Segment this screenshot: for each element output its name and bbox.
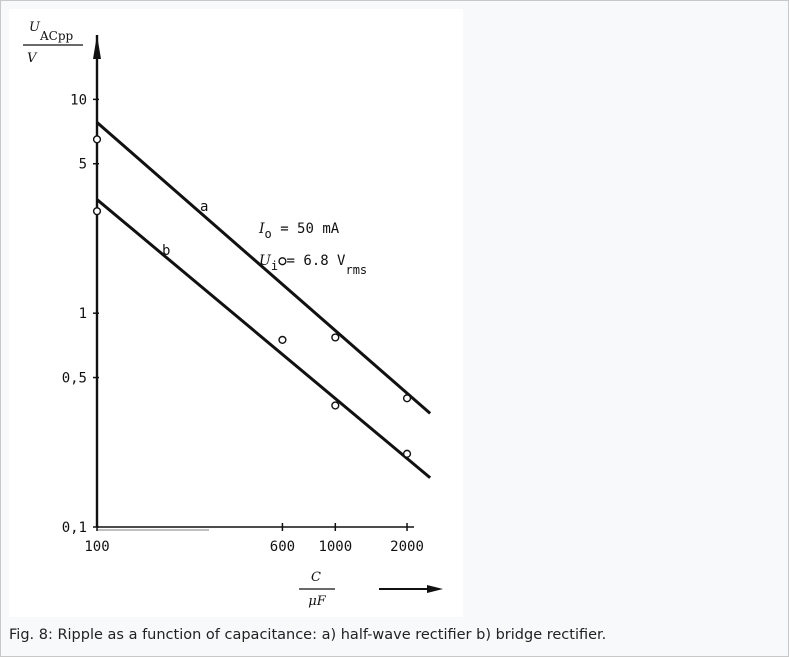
series-b-label: b — [162, 243, 170, 259]
series-a-point — [92, 135, 102, 144]
x-arrow-head — [427, 585, 443, 593]
x-tick-label: 600 — [270, 539, 295, 555]
series-b-line — [96, 198, 432, 479]
ripple-chart: 0,1 0,5 1 5 10 100 600 1000 2000 UACpp V CμF a b Io = … — [23, 20, 443, 609]
x-tick-label: 2000 — [390, 539, 424, 555]
y-tick-label: 0,1 — [62, 520, 87, 536]
series-a-point — [331, 333, 340, 342]
y-tick-label: 5 — [79, 157, 87, 173]
annotation-ui: Ui = 6.8 Vrms — [259, 253, 367, 277]
series-a-point — [402, 394, 412, 403]
series-a-label: a — [200, 199, 208, 215]
series-a-line — [96, 121, 432, 415]
x-tick-label: 1000 — [318, 539, 352, 555]
series-a-point — [278, 257, 287, 266]
y-tick-label: 0,5 — [62, 371, 87, 387]
series-b-point — [402, 449, 412, 458]
y-axis-label-denominator: V — [27, 51, 38, 66]
y-axis-arrow — [93, 35, 101, 59]
x-tick-label: 100 — [84, 539, 109, 555]
y-tick-label: 1 — [79, 306, 87, 322]
x-axis-label-numerator: C — [311, 570, 321, 585]
series-b-point — [92, 207, 102, 216]
figure-caption: Fig. 8: Ripple as a function of capacita… — [9, 627, 607, 643]
y-axis-label-numerator: UACpp — [29, 20, 73, 43]
x-axis-label-denominator: μF — [308, 594, 326, 609]
y-tick-label: 10 — [70, 92, 87, 108]
series-b-point — [331, 401, 340, 410]
series-b-point — [278, 335, 287, 344]
annotation-io: Io = 50 mA — [258, 221, 340, 241]
